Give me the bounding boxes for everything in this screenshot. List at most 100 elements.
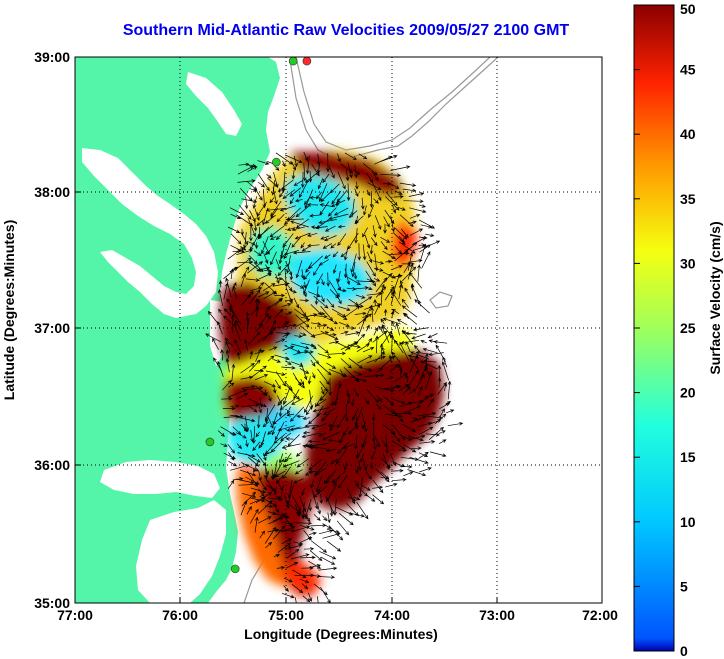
current-vector — [268, 517, 284, 525]
current-vector — [365, 286, 373, 290]
current-vector — [290, 289, 297, 294]
current-vector — [371, 421, 376, 443]
current-vector — [278, 250, 283, 265]
current-vector — [230, 244, 245, 253]
current-vector — [336, 271, 341, 283]
current-vector — [307, 202, 319, 207]
current-vector — [273, 434, 286, 444]
current-vector — [258, 488, 265, 498]
current-vector — [274, 165, 280, 171]
current-vector — [247, 404, 258, 413]
current-vector — [402, 329, 414, 345]
current-vector — [366, 173, 374, 184]
current-vector — [414, 299, 430, 314]
current-vector — [337, 153, 341, 163]
colorbar-tick-label: 30 — [680, 255, 696, 271]
current-vector — [327, 512, 331, 524]
current-vector — [267, 177, 279, 188]
current-vector — [231, 363, 236, 382]
current-vector — [420, 224, 433, 229]
current-vector — [338, 512, 354, 526]
current-vector — [350, 253, 357, 273]
colorbar-tick-label: 10 — [680, 514, 696, 530]
current-vector — [369, 462, 374, 470]
current-vector — [277, 262, 291, 277]
colorbar-tick-label: 20 — [680, 385, 696, 401]
current-vector — [308, 171, 313, 183]
current-vector — [236, 214, 254, 227]
current-vector — [374, 268, 384, 272]
current-vector — [320, 556, 336, 565]
current-vector — [324, 225, 336, 232]
current-vector — [363, 205, 367, 216]
current-vector — [372, 225, 377, 238]
current-vector — [372, 171, 379, 182]
current-vector — [227, 444, 235, 454]
current-vector — [353, 370, 363, 376]
current-vector — [394, 190, 403, 195]
current-vector — [373, 198, 379, 204]
current-vector — [259, 530, 266, 539]
current-vector — [350, 398, 355, 407]
current-vector — [302, 444, 314, 449]
current-vector — [369, 192, 374, 208]
current-vector — [276, 565, 286, 570]
current-vector — [310, 322, 322, 326]
current-vector — [375, 277, 388, 293]
current-vector — [322, 515, 328, 522]
current-vector — [419, 439, 436, 444]
current-vector — [311, 423, 327, 430]
current-vector — [229, 307, 242, 325]
map-grid — [75, 57, 602, 603]
current-vector — [320, 330, 339, 340]
x-axis-label: Longitude (Degrees:Minutes) — [244, 626, 438, 642]
station-marker — [272, 157, 281, 167]
current-vector — [256, 415, 261, 429]
current-vector — [295, 451, 303, 457]
current-vector — [280, 432, 292, 441]
current-vector — [322, 431, 341, 441]
current-vector — [366, 389, 379, 403]
current-vector — [302, 416, 310, 421]
current-vector — [419, 243, 427, 262]
current-vector — [246, 506, 252, 515]
current-vector — [328, 378, 333, 397]
current-vector — [250, 286, 263, 291]
current-vector — [307, 232, 318, 237]
current-vector — [310, 540, 328, 553]
colorbar-tick-label: 35 — [680, 191, 696, 207]
current-vector — [237, 392, 249, 400]
current-vector — [428, 352, 444, 357]
current-vector — [274, 354, 290, 361]
current-vector — [360, 453, 365, 463]
current-vector — [258, 291, 270, 298]
current-vector — [372, 485, 384, 490]
current-vector — [227, 226, 241, 233]
current-vector — [218, 279, 223, 288]
current-vector — [346, 326, 356, 330]
current-vector — [291, 161, 296, 171]
current-vector — [252, 441, 261, 452]
current-vector — [289, 197, 295, 205]
current-vector — [272, 525, 286, 540]
current-vector — [329, 183, 340, 194]
current-vector — [322, 532, 341, 539]
current-vector — [305, 262, 313, 273]
current-vector — [275, 276, 283, 281]
current-vector — [240, 462, 260, 472]
colorbar-tick-label: 45 — [680, 62, 696, 78]
current-vector — [258, 282, 265, 288]
current-vector — [317, 362, 332, 376]
current-vector — [250, 429, 254, 443]
current-vector — [326, 153, 330, 173]
current-vector — [225, 349, 230, 359]
current-vector — [352, 408, 359, 421]
current-vector — [373, 439, 377, 451]
current-vector — [220, 349, 224, 361]
current-vector — [336, 449, 347, 465]
colorbar-tick-label: 5 — [680, 578, 688, 594]
current-vector — [291, 226, 305, 232]
current-vector — [385, 259, 393, 264]
current-vector — [327, 351, 347, 356]
current-vector — [291, 236, 301, 248]
